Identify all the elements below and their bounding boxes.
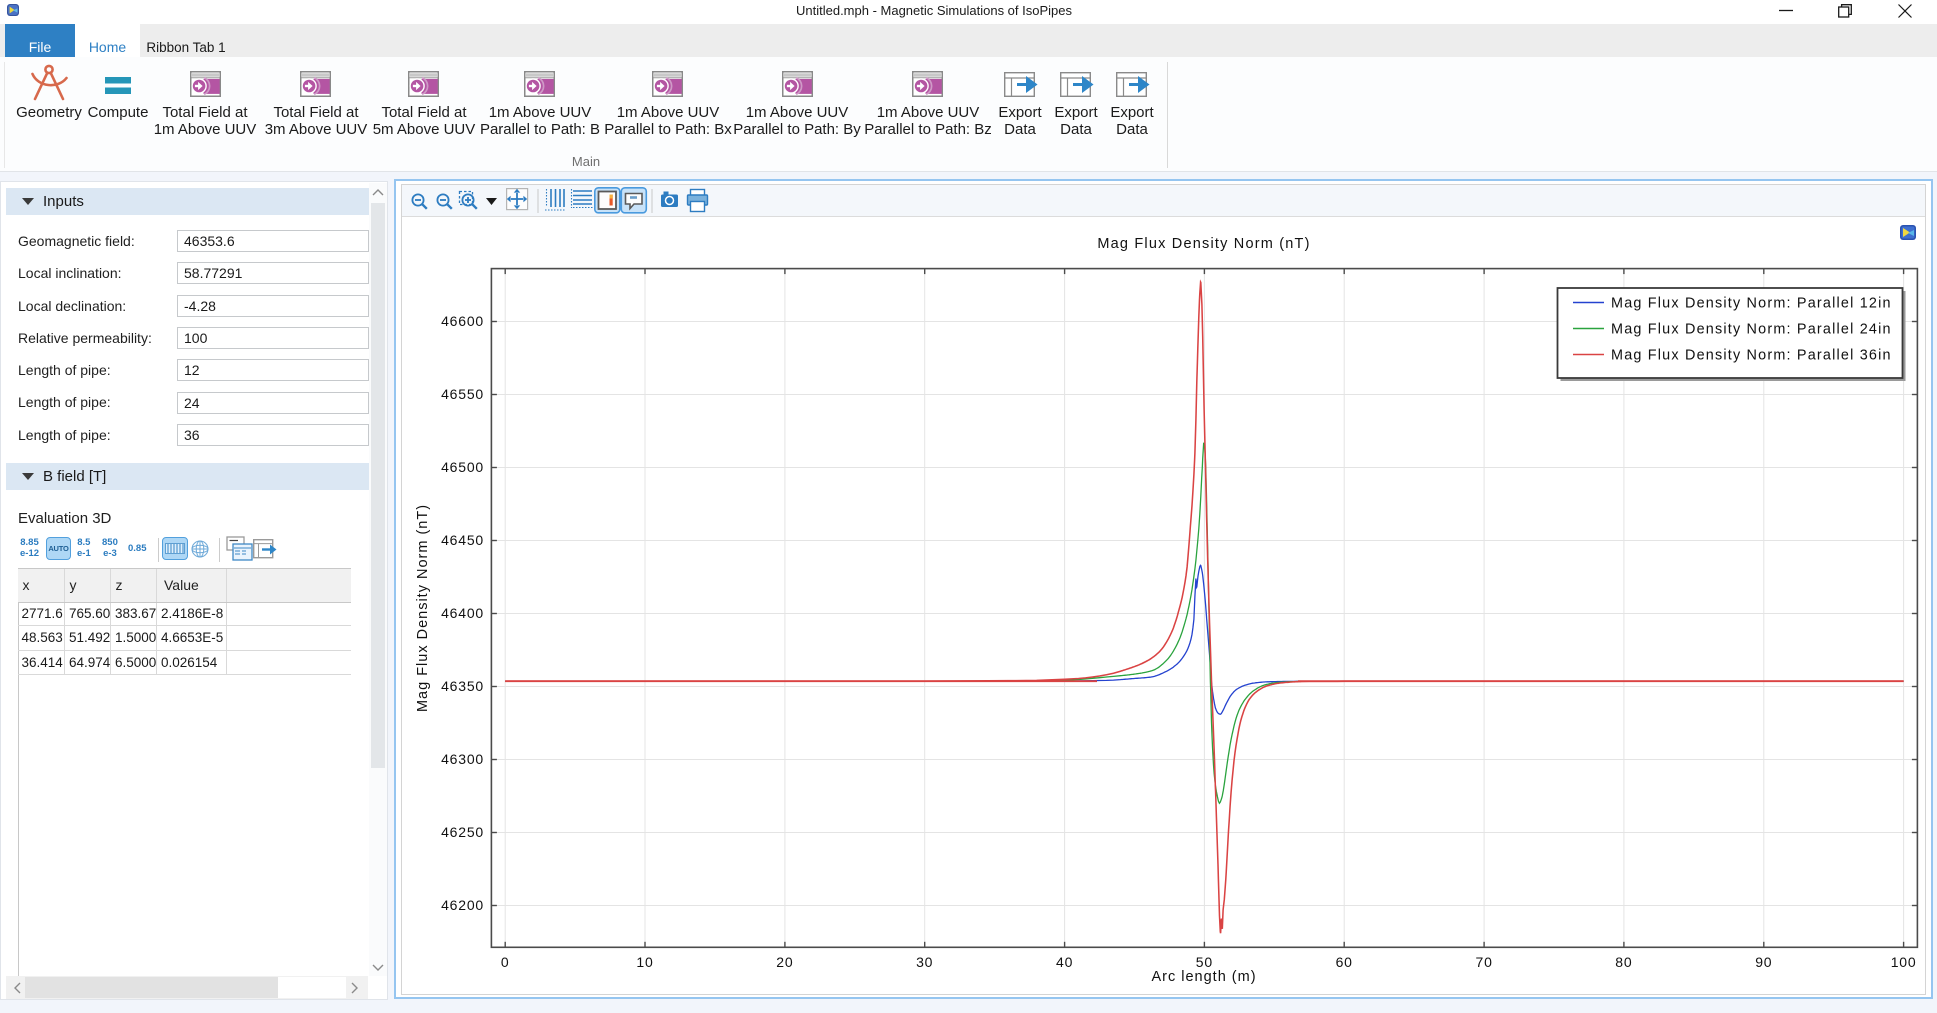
svg-text:70: 70 xyxy=(1476,954,1493,970)
svg-text:46450: 46450 xyxy=(441,532,484,548)
svg-text:10: 10 xyxy=(636,954,653,970)
svg-text:46250: 46250 xyxy=(441,824,484,840)
svg-text:46300: 46300 xyxy=(441,751,484,767)
svg-text:Mag Flux Density Norm (nT): Mag Flux Density Norm (nT) xyxy=(1097,236,1310,252)
svg-text:46550: 46550 xyxy=(441,386,484,402)
svg-text:60: 60 xyxy=(1336,954,1353,970)
svg-text:80: 80 xyxy=(1615,954,1632,970)
svg-text:50: 50 xyxy=(1196,954,1213,970)
svg-text:Arc length (m): Arc length (m) xyxy=(1151,969,1256,985)
svg-text:46600: 46600 xyxy=(441,313,484,329)
svg-text:0: 0 xyxy=(501,954,510,970)
svg-text:20: 20 xyxy=(776,954,793,970)
svg-text:Mag Flux Density Norm: Paralle: Mag Flux Density Norm: Parallel 36in xyxy=(1611,348,1892,364)
svg-text:46350: 46350 xyxy=(441,678,484,694)
svg-text:90: 90 xyxy=(1755,954,1772,970)
svg-text:46500: 46500 xyxy=(441,459,484,475)
svg-text:100: 100 xyxy=(1891,954,1917,970)
svg-text:46400: 46400 xyxy=(441,605,484,621)
svg-text:30: 30 xyxy=(916,954,933,970)
svg-text:Mag Flux Density Norm: Paralle: Mag Flux Density Norm: Parallel 24in xyxy=(1611,322,1892,338)
svg-text:Mag Flux Density Norm: Paralle: Mag Flux Density Norm: Parallel 12in xyxy=(1611,296,1892,312)
svg-text:46200: 46200 xyxy=(441,897,484,913)
svg-text:40: 40 xyxy=(1056,954,1073,970)
svg-text:Mag Flux Density Norm (nT): Mag Flux Density Norm (nT) xyxy=(415,504,431,712)
